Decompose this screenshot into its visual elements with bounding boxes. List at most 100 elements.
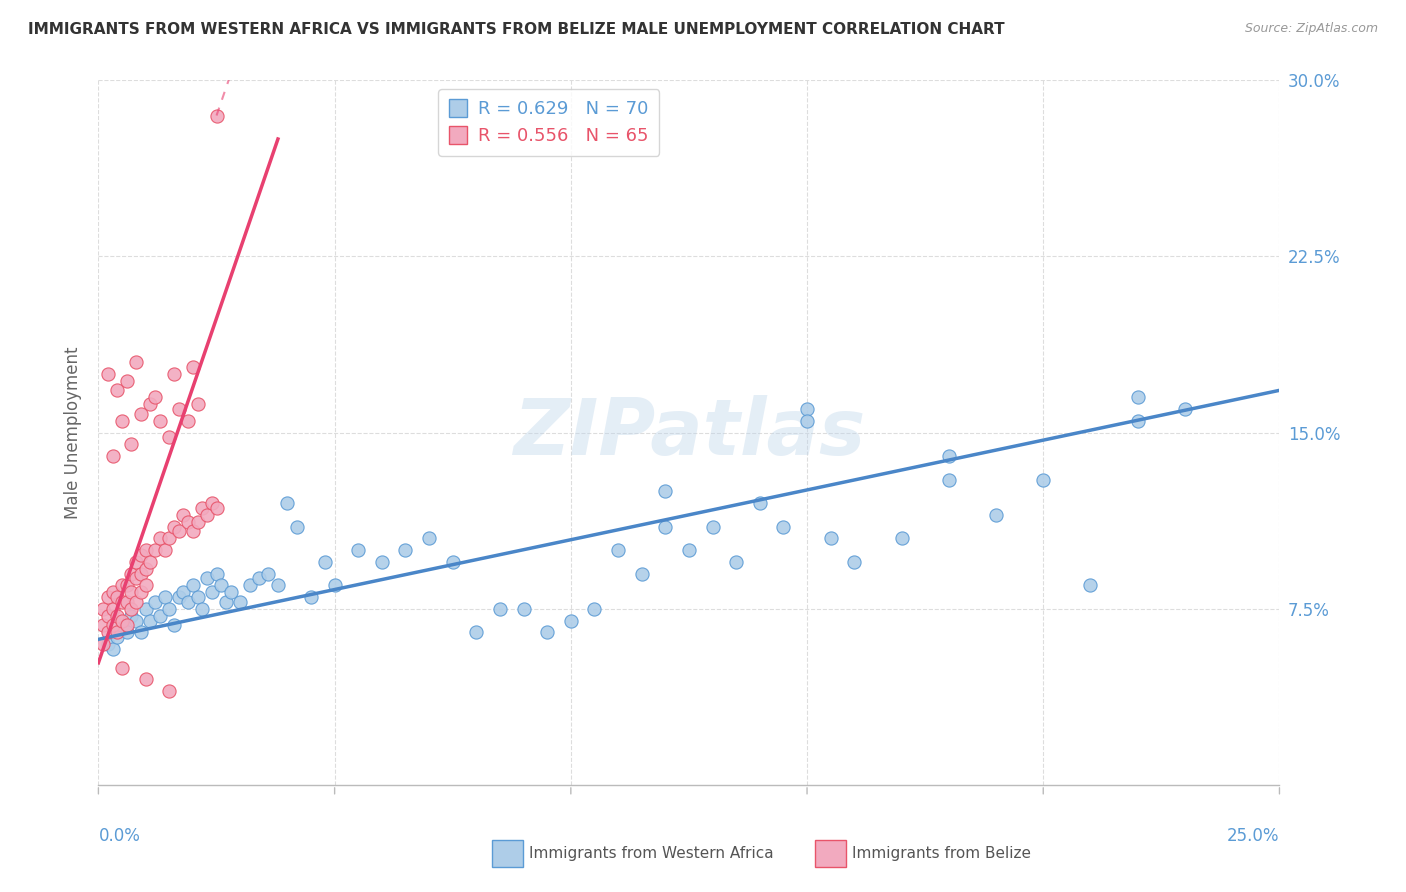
Point <box>181 524 204 539</box>
Point <box>285 519 308 533</box>
Point <box>157 430 180 444</box>
Point <box>654 519 676 533</box>
Point <box>418 532 440 546</box>
Point <box>195 508 218 522</box>
Point <box>111 618 134 632</box>
Text: Source: ZipAtlas.com: Source: ZipAtlas.com <box>1244 22 1378 36</box>
Point <box>187 515 209 529</box>
Point <box>1032 473 1054 487</box>
Point <box>247 571 270 585</box>
Point <box>129 625 152 640</box>
Point <box>153 590 176 604</box>
Point <box>143 595 166 609</box>
Point <box>135 601 157 615</box>
Point <box>125 555 148 569</box>
Point <box>91 637 114 651</box>
Point <box>820 532 842 546</box>
Point <box>181 578 204 592</box>
Point <box>101 449 124 463</box>
Point <box>135 578 157 592</box>
Point <box>205 500 228 515</box>
Point <box>607 543 630 558</box>
Point <box>135 562 157 576</box>
Point <box>111 660 134 674</box>
Text: IMMIGRANTS FROM WESTERN AFRICA VS IMMIGRANTS FROM BELIZE MALE UNEMPLOYMENT CORRE: IMMIGRANTS FROM WESTERN AFRICA VS IMMIGR… <box>28 22 1005 37</box>
Point <box>205 108 228 122</box>
Point <box>772 519 794 533</box>
Point <box>163 367 186 381</box>
Point <box>101 601 124 615</box>
Point <box>139 397 162 411</box>
Point <box>1174 402 1197 417</box>
Point <box>201 496 224 510</box>
Point <box>97 367 120 381</box>
Point <box>143 390 166 404</box>
Point <box>201 585 224 599</box>
Point <box>129 548 152 562</box>
Point <box>91 618 114 632</box>
Point <box>111 595 134 609</box>
Point <box>163 519 186 533</box>
Point <box>157 684 180 698</box>
Point <box>105 630 128 644</box>
Point <box>121 566 143 581</box>
Point <box>984 508 1007 522</box>
Point <box>101 641 124 656</box>
Point <box>702 519 724 533</box>
Point <box>101 618 124 632</box>
Point <box>125 614 148 628</box>
Point <box>239 578 262 592</box>
Point <box>105 590 128 604</box>
Point <box>177 595 200 609</box>
Point <box>583 601 606 615</box>
Point <box>512 601 534 615</box>
Text: 0.0%: 0.0% <box>98 827 141 846</box>
Point <box>149 414 172 428</box>
Point <box>441 555 464 569</box>
Text: 25.0%: 25.0% <box>1227 827 1279 846</box>
Point <box>167 590 190 604</box>
Y-axis label: Male Unemployment: Male Unemployment <box>63 346 82 519</box>
Point <box>938 473 960 487</box>
Point <box>276 496 298 510</box>
Legend: R = 0.629   N = 70, R = 0.556   N = 65: R = 0.629 N = 70, R = 0.556 N = 65 <box>439 89 659 156</box>
Point <box>105 608 128 623</box>
Point <box>844 555 866 569</box>
Point <box>111 578 134 592</box>
Point <box>191 500 214 515</box>
Point <box>299 590 322 604</box>
Point <box>890 532 912 546</box>
Point <box>257 566 280 581</box>
Point <box>172 585 194 599</box>
Point <box>167 524 190 539</box>
Point <box>139 614 162 628</box>
Point <box>314 555 336 569</box>
Point <box>394 543 416 558</box>
Point <box>97 637 120 651</box>
Point <box>97 625 120 640</box>
Point <box>129 585 152 599</box>
Point <box>111 614 134 628</box>
Point <box>215 595 238 609</box>
Point <box>560 614 582 628</box>
Point <box>187 590 209 604</box>
Point <box>121 437 143 451</box>
Point <box>105 625 128 640</box>
Point <box>115 595 138 609</box>
Point <box>149 608 172 623</box>
Point <box>97 608 120 623</box>
Point <box>678 543 700 558</box>
Point <box>938 449 960 463</box>
Point <box>654 484 676 499</box>
Point <box>101 585 124 599</box>
Point <box>181 359 204 374</box>
Point <box>536 625 558 640</box>
Point <box>323 578 346 592</box>
Point <box>129 407 152 421</box>
Point <box>209 578 232 592</box>
Point <box>219 585 242 599</box>
Point <box>1126 414 1149 428</box>
Point <box>177 515 200 529</box>
Point <box>796 402 818 417</box>
Point <box>149 532 172 546</box>
